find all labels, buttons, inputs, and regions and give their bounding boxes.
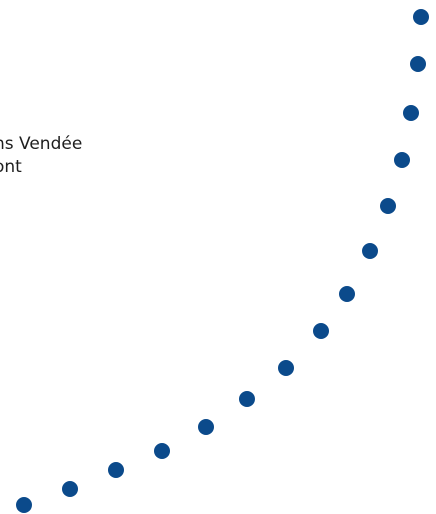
curve-dot-1 (413, 9, 429, 25)
paragraph-line-2: ont (0, 157, 22, 177)
curve-dot-8 (313, 323, 329, 339)
curve-dot-10 (239, 391, 255, 407)
curve-dot-3 (403, 105, 419, 121)
curve-dot-7 (339, 286, 355, 302)
paragraph-line-1: ns Vendée (0, 134, 83, 154)
curve-dot-2 (410, 56, 426, 72)
curve-dot-9 (278, 360, 294, 376)
curve-dot-11 (198, 419, 214, 435)
curve-dot-5 (380, 198, 396, 214)
curve-dot-4 (394, 152, 410, 168)
cropped-paragraph: ns Vendée ont (0, 133, 82, 179)
curve-dot-12 (154, 443, 170, 459)
curve-dot-13 (108, 462, 124, 478)
curve-dot-6 (362, 243, 378, 259)
curve-dot-15 (16, 497, 32, 513)
curve-dot-14 (62, 481, 78, 497)
